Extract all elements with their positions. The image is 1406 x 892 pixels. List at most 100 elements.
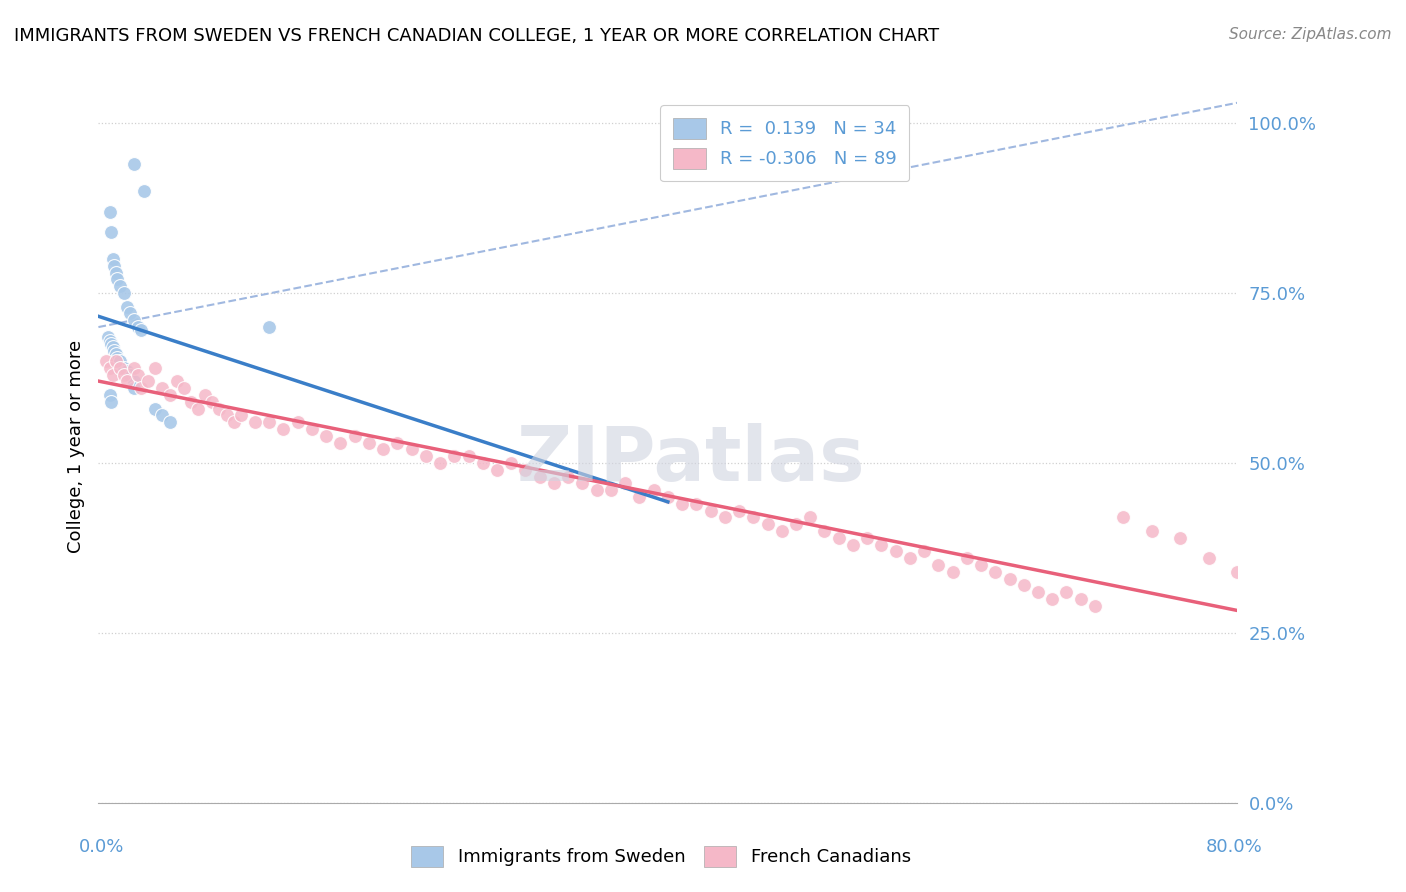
Point <box>104 266 127 280</box>
Point <box>98 204 121 219</box>
Point <box>1112 510 1135 524</box>
Point <box>529 469 551 483</box>
Point <box>194 388 217 402</box>
Point <box>699 503 721 517</box>
Point <box>1070 591 1092 606</box>
Legend: Immigrants from Sweden, French Canadians: Immigrants from Sweden, French Canadians <box>404 838 918 874</box>
Y-axis label: College, 1 year or more: College, 1 year or more <box>66 340 84 552</box>
Point <box>870 537 893 551</box>
Point <box>643 483 665 498</box>
Point <box>222 415 245 429</box>
Point <box>208 401 231 416</box>
Point <box>98 360 121 375</box>
Point <box>329 435 352 450</box>
Point <box>343 429 366 443</box>
Point <box>112 286 135 301</box>
Point <box>259 415 281 429</box>
Point <box>145 401 167 416</box>
Point <box>756 517 779 532</box>
Point <box>112 368 135 382</box>
Point <box>101 341 124 355</box>
Point <box>315 429 337 443</box>
Point <box>118 306 141 320</box>
Point <box>152 409 174 423</box>
Point <box>501 456 523 470</box>
Text: IMMIGRANTS FROM SWEDEN VS FRENCH CANADIAN COLLEGE, 1 YEAR OR MORE CORRELATION CH: IMMIGRANTS FROM SWEDEN VS FRENCH CANADIA… <box>14 27 939 45</box>
Text: 80.0%: 80.0% <box>1206 838 1263 856</box>
Point <box>101 368 124 382</box>
Point <box>942 565 965 579</box>
Point <box>600 483 623 498</box>
Point <box>180 394 202 409</box>
Point <box>115 364 138 378</box>
Point <box>129 323 152 337</box>
Point <box>714 510 737 524</box>
Point <box>401 442 423 457</box>
Point <box>671 497 693 511</box>
Point <box>103 259 125 273</box>
Point <box>956 551 979 566</box>
Point <box>357 435 380 450</box>
Point <box>122 375 145 389</box>
Point <box>159 388 181 402</box>
Point <box>1012 578 1035 592</box>
Point <box>429 456 451 470</box>
Point <box>115 375 138 389</box>
Point <box>97 330 120 344</box>
Point <box>166 375 188 389</box>
Point <box>543 476 565 491</box>
Point <box>115 300 138 314</box>
Point <box>104 347 127 361</box>
Legend: R =  0.139   N = 34, R = -0.306   N = 89: R = 0.139 N = 34, R = -0.306 N = 89 <box>661 105 910 181</box>
Point <box>103 343 125 358</box>
Text: 0.0%: 0.0% <box>79 838 124 856</box>
Point <box>105 351 128 365</box>
Point <box>122 381 145 395</box>
Point <box>104 354 127 368</box>
Point <box>108 279 131 293</box>
Point <box>856 531 879 545</box>
Point <box>898 551 921 566</box>
Point <box>215 409 238 423</box>
Point <box>884 544 907 558</box>
Text: Source: ZipAtlas.com: Source: ZipAtlas.com <box>1229 27 1392 42</box>
Point <box>98 388 121 402</box>
Point <box>100 225 122 239</box>
Point <box>515 463 537 477</box>
Point <box>585 483 607 498</box>
Point <box>785 517 807 532</box>
Point <box>1140 524 1163 538</box>
Point <box>259 320 281 334</box>
Point <box>1170 531 1192 545</box>
Point <box>105 272 128 286</box>
Point <box>159 415 181 429</box>
Point <box>112 360 135 375</box>
Point <box>614 476 637 491</box>
Point <box>728 503 751 517</box>
Point <box>912 544 935 558</box>
Point <box>127 368 149 382</box>
Point <box>1056 585 1078 599</box>
Point <box>373 442 395 457</box>
Point <box>1040 591 1063 606</box>
Text: ZIPatlas: ZIPatlas <box>516 424 865 497</box>
Point <box>122 157 145 171</box>
Point <box>486 463 509 477</box>
Point <box>471 456 494 470</box>
Point <box>132 184 155 198</box>
Point <box>557 469 579 483</box>
Point <box>998 572 1021 586</box>
Point <box>287 415 309 429</box>
Point <box>201 394 224 409</box>
Point <box>1084 599 1107 613</box>
Point <box>770 524 793 538</box>
Point <box>101 252 124 266</box>
Point <box>927 558 949 572</box>
Point <box>136 375 159 389</box>
Point <box>229 409 252 423</box>
Point <box>571 476 593 491</box>
Point <box>387 435 409 450</box>
Point <box>100 394 122 409</box>
Point <box>1198 551 1220 566</box>
Point <box>243 415 266 429</box>
